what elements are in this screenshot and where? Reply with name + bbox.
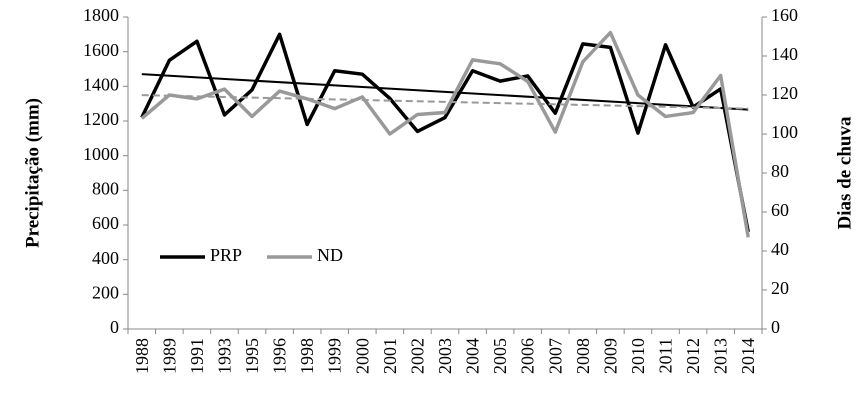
- x-tick-label: 2003: [435, 338, 455, 374]
- trendline: [141, 94, 749, 110]
- x-tick-label: 2014: [738, 338, 758, 374]
- x-tick-label: 2001: [380, 338, 400, 374]
- x-tick-label: 1999: [325, 338, 345, 374]
- x-tick-label: 1993: [214, 338, 234, 374]
- y-tick-label: 400: [92, 248, 119, 268]
- x-tick-label: 2006: [518, 338, 538, 374]
- y2-tick-label: 120: [771, 83, 798, 103]
- y-tick-label: 200: [92, 282, 119, 302]
- y2-tick-label: 40: [771, 239, 789, 259]
- y2-tick-label: 100: [771, 122, 798, 142]
- y-tick-label: 0: [110, 317, 119, 337]
- x-tick-label: 2005: [490, 338, 510, 374]
- x-tick-label: 1988: [132, 338, 152, 374]
- y2-axis-title: Dias de chuva: [834, 116, 855, 229]
- x-tick-label: 2012: [683, 338, 703, 374]
- y-tick-label: 1000: [83, 144, 119, 164]
- x-tick-label: 1996: [270, 338, 290, 374]
- y2-tick-label: 80: [771, 161, 789, 181]
- y-tick-label: 600: [92, 213, 119, 233]
- y2-tick-label: 60: [771, 200, 789, 220]
- y-tick-label: 1200: [83, 109, 119, 129]
- y-tick-label: 800: [92, 178, 119, 198]
- series-line: [140, 30, 750, 238]
- y2-tick-label: 0: [771, 317, 780, 337]
- legend-label: PRP: [210, 245, 242, 265]
- x-tick-label: 2009: [600, 338, 620, 374]
- y2-tick-label: 160: [771, 5, 798, 25]
- x-tick-label: 2007: [545, 338, 565, 374]
- y-tick-label: 1400: [83, 74, 119, 94]
- x-tick-label: 2002: [407, 338, 427, 374]
- x-tick-label: 1989: [159, 338, 179, 374]
- x-tick-label: 2008: [573, 338, 593, 374]
- series-line: [140, 32, 750, 233]
- y-tick-label: 1800: [83, 5, 119, 25]
- x-tick-label: 2000: [352, 338, 372, 374]
- x-tick-label: 1991: [187, 338, 207, 374]
- trendline: [141, 73, 749, 111]
- y2-tick-label: 20: [771, 278, 789, 298]
- x-tick-label: 2004: [463, 338, 483, 374]
- y2-tick-label: 140: [771, 44, 798, 64]
- y-axis-title: Precipitação (mm): [22, 98, 43, 248]
- x-tick-label: 2010: [628, 338, 648, 374]
- y-tick-label: 1600: [83, 40, 119, 60]
- legend-label: ND: [317, 245, 343, 265]
- x-tick-label: 1995: [242, 338, 262, 374]
- x-tick-label: 2011: [656, 338, 676, 373]
- x-tick-label: 1998: [297, 338, 317, 374]
- x-tick-label: 2013: [711, 338, 731, 374]
